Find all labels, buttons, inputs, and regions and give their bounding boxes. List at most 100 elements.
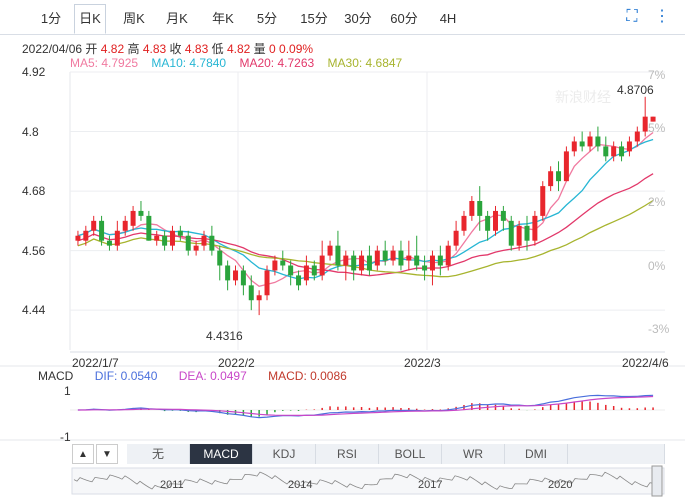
candle-body	[217, 250, 223, 266]
candle-body	[579, 141, 585, 147]
quote-date: 2022/04/06	[22, 42, 83, 56]
candle-body	[469, 201, 475, 216]
watermark: 新浪财经	[555, 89, 611, 105]
candle-body	[429, 255, 435, 271]
candle-body	[343, 255, 349, 266]
candle-body	[603, 146, 609, 157]
candle-body	[264, 270, 270, 296]
pct-tick-3: 0%	[648, 259, 666, 273]
macd-value-label: MACD: 0.0086	[268, 369, 347, 383]
tab-4[interactable]: 月K	[166, 11, 188, 26]
dea-line	[77, 395, 654, 416]
candle-body	[75, 235, 81, 241]
ma10-label: MA10: 4.7840	[151, 56, 227, 70]
candle-body	[240, 270, 246, 286]
candle-body	[453, 230, 459, 246]
indicator-tab-5[interactable]: BOLL	[379, 444, 442, 464]
tab-6[interactable]: 5分	[256, 11, 278, 26]
candle-body	[201, 235, 207, 246]
candle-body	[366, 255, 372, 271]
candle-body	[177, 230, 183, 236]
navigator-handle[interactable]	[651, 465, 663, 497]
candle-body	[508, 220, 514, 246]
navigator-series	[73, 471, 660, 490]
pct-tick-2: 2%	[648, 195, 666, 209]
candle-body	[169, 230, 175, 246]
candle-body	[445, 245, 451, 266]
candle-body	[303, 265, 309, 281]
tab-1[interactable]: 1分	[40, 11, 62, 26]
indicator-tab-3[interactable]: KDJ	[253, 444, 316, 464]
y-tick-2: 4.68	[22, 184, 46, 199]
x-tick-1: 2022/2	[218, 356, 255, 370]
candle-body	[83, 230, 89, 241]
y-tick-3: 4.56	[22, 243, 46, 258]
ma20-label: MA20: 4.7263	[239, 56, 315, 70]
candle-body	[477, 201, 483, 216]
candle-body	[256, 295, 262, 301]
scroll-down-button[interactable]: ▼	[96, 444, 118, 464]
macd-legend: MACD DIF: 0.0540 DEA: 0.0497 MACD: 0.008…	[38, 369, 365, 383]
dea-label: DEA: 0.0497	[178, 369, 247, 383]
candle-body	[437, 255, 443, 266]
quote-low: 4.82	[226, 42, 251, 56]
candle-body	[319, 255, 325, 276]
candle-body	[138, 210, 144, 216]
indicator-tab-1[interactable]: 无	[127, 444, 190, 464]
candle-body	[619, 146, 625, 157]
pct-tick-4: -3%	[648, 322, 670, 336]
tab-2[interactable]: 日K	[74, 4, 106, 34]
macd-tick-top: 1	[64, 384, 71, 398]
candle-body	[390, 250, 396, 261]
y-tick-4: 4.44	[22, 303, 46, 318]
candle-body	[91, 220, 97, 231]
candle-body	[185, 235, 191, 251]
quote-high: 4.83	[142, 42, 167, 56]
x-tick-0: 2022/1/7	[72, 356, 119, 370]
candle-body	[642, 116, 648, 132]
tab-9[interactable]: 60分	[390, 11, 418, 26]
candle-body	[382, 250, 388, 261]
dif-label: DIF: 0.0540	[94, 369, 158, 383]
tab-7[interactable]: 15分	[300, 11, 328, 26]
navigator[interactable]	[71, 467, 665, 495]
scroll-up-button[interactable]: ▲	[72, 444, 94, 464]
candle-body	[209, 235, 215, 251]
more-vertical-icon[interactable]: ⋮	[654, 8, 670, 25]
tab-5[interactable]: 年K	[212, 11, 234, 26]
candle-body	[634, 131, 640, 142]
candle-body	[130, 210, 136, 226]
candle-body	[311, 265, 317, 276]
candle-body	[351, 255, 357, 271]
tab-8[interactable]: 30分	[344, 11, 372, 26]
candle-body	[122, 220, 128, 231]
indicator-tab-4[interactable]: RSI	[316, 444, 379, 464]
tab-3[interactable]: 周K	[123, 11, 145, 26]
candle-body	[556, 171, 562, 182]
candle-body	[248, 285, 254, 301]
quote-open: 4.82	[100, 42, 125, 56]
candle-body	[524, 225, 530, 241]
quote-close: 4.83	[184, 42, 209, 56]
candle-body	[272, 260, 278, 271]
tab-10[interactable]: 4H	[439, 11, 457, 26]
candle-body	[233, 270, 239, 281]
max-price-label: 4.8706	[617, 83, 654, 97]
indicator-tab-bar-filler	[568, 444, 665, 464]
candle-body	[359, 255, 365, 271]
indicator-tab-7[interactable]: DMI	[505, 444, 568, 464]
indicator-tab-2[interactable]: MACD	[190, 444, 253, 464]
fullscreen-icon[interactable]: ⛶	[626, 8, 638, 25]
candle-body	[146, 215, 152, 241]
indicator-tab-6[interactable]: WR	[442, 444, 505, 464]
candle-body	[532, 215, 538, 241]
x-tick-2: 2022/3	[404, 356, 441, 370]
navigator-year-3: 2020	[548, 479, 573, 491]
candle-body	[296, 275, 302, 286]
candle-body	[540, 186, 546, 216]
candle-body	[374, 250, 380, 266]
candle-body	[500, 210, 506, 221]
candle-body	[327, 245, 333, 256]
pct-tick-0: 7%	[648, 68, 666, 82]
